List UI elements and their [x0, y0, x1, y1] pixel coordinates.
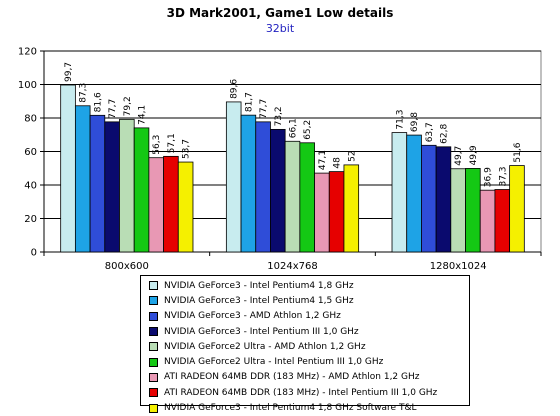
data-label: 71,3 — [395, 110, 405, 130]
bar — [119, 118, 135, 253]
x-tick-label: 1280x1024 — [430, 261, 487, 272]
data-label: 47,1 — [318, 150, 328, 170]
bar — [163, 155, 179, 253]
y-tick-label: 100 — [18, 80, 37, 91]
legend-label: NVIDIA GeForce2 Ultra - Intel Pentium II… — [164, 357, 384, 368]
data-label: 65,2 — [303, 120, 313, 140]
data-label: 81,7 — [244, 92, 254, 112]
legend-label: NVIDIA GeForce2 Ultra - AMD Athlon 1,2 G… — [164, 341, 366, 352]
legend-item: NVIDIA GeForce3 - AMD Athlon 1,2 GHz — [149, 309, 469, 324]
bar — [240, 114, 257, 253]
y-tick-label: 120 — [18, 47, 37, 58]
bar — [225, 101, 242, 253]
legend-swatch — [149, 357, 158, 367]
data-label: 53,7 — [182, 139, 192, 159]
data-label: 57,1 — [167, 133, 177, 153]
chart-subtitle: 32bit — [265, 22, 295, 35]
data-label: 99,7 — [64, 62, 74, 82]
x-tick-label: 1024x768 — [267, 261, 317, 272]
bar — [89, 114, 106, 253]
legend-item: ATI RADEON 64MB DDR (183 MHz) - Intel Pe… — [149, 385, 469, 400]
bar — [465, 168, 481, 253]
bar — [328, 171, 345, 253]
bar — [509, 165, 525, 253]
legend-label: NVIDIA GeForce3 - AMD Athlon 1,2 GHz — [164, 311, 341, 322]
legend-label: NVIDIA GeForce3 - Intel Pentium4 1,8 GHz… — [164, 403, 417, 414]
bar — [406, 134, 422, 253]
legend-item: NVIDIA GeForce3 - Intel Pentium4 1,8 GHz… — [149, 400, 469, 415]
data-label: 77,7 — [108, 99, 118, 119]
legend-swatch — [149, 372, 158, 382]
chart-title: 3D Mark2001, Game1 Low details — [166, 6, 394, 20]
legend-item: NVIDIA GeForce2 Ultra - Intel Pentium II… — [149, 354, 469, 369]
data-label: 62,8 — [439, 123, 449, 143]
bar — [494, 189, 511, 253]
data-label: 66,1 — [289, 118, 299, 138]
bar — [450, 168, 466, 253]
legend-swatch — [149, 342, 158, 352]
data-label: 87,3 — [79, 83, 89, 103]
legend-swatch — [149, 327, 158, 337]
legend-label: NVIDIA GeForce3 - Intel Pentium4 1,8 GHz — [164, 280, 354, 291]
bar — [421, 144, 437, 253]
legend-item: NVIDIA GeForce3 - Intel Pentium4 1,5 GHz — [149, 293, 469, 308]
bar — [74, 105, 91, 253]
legend: NVIDIA GeForce3 - Intel Pentium4 1,8 GHz… — [140, 275, 470, 413]
data-label: 79,2 — [123, 96, 133, 116]
bar — [391, 132, 408, 253]
data-label: 37,3 — [498, 166, 508, 186]
x-tick-label: 800x600 — [105, 261, 149, 272]
y-tick-label: 60 — [24, 147, 37, 158]
data-label: 36,9 — [484, 167, 494, 187]
legend-label: NVIDIA GeForce3 - Intel Pentium III 1,0 … — [164, 326, 359, 337]
bar — [148, 157, 164, 253]
bar — [343, 164, 360, 253]
y-tick-label: 0 — [31, 248, 37, 259]
y-tick-label: 40 — [24, 181, 37, 192]
bar — [133, 127, 150, 253]
data-label: 49,7 — [454, 146, 464, 166]
data-label: 51,6 — [513, 142, 523, 162]
data-label: 49,9 — [469, 145, 479, 165]
bar — [177, 161, 194, 253]
legend-swatch — [149, 311, 158, 321]
legend-item: NVIDIA GeForce3 - Intel Pentium III 1,0 … — [149, 324, 469, 339]
bar — [314, 172, 330, 253]
legend-item: NVIDIA GeForce2 Ultra - AMD Athlon 1,2 G… — [149, 339, 469, 354]
data-label: 81,6 — [93, 92, 103, 112]
bar — [299, 142, 315, 253]
data-label: 48 — [333, 157, 343, 169]
y-tick-label: 80 — [24, 114, 37, 125]
bar — [255, 121, 271, 253]
data-label: 89,6 — [230, 79, 240, 99]
bar — [104, 121, 120, 253]
legend-label: NVIDIA GeForce3 - Intel Pentium4 1,5 GHz — [164, 295, 354, 306]
bar — [270, 128, 286, 253]
bar — [284, 140, 301, 253]
legend-swatch — [149, 388, 158, 398]
data-label: 63,7 — [425, 122, 435, 142]
legend-swatch — [149, 296, 158, 306]
legend-item: ATI RADEON 64MB DDR (183 MHz) - AMD Athl… — [149, 370, 469, 385]
legend-label: ATI RADEON 64MB DDR (183 MHz) - Intel Pe… — [164, 387, 438, 398]
legend-swatch — [149, 281, 158, 291]
legend-swatch — [149, 403, 158, 413]
y-tick-label: 20 — [24, 214, 37, 225]
data-label: 69,8 — [410, 112, 420, 132]
legend-item: NVIDIA GeForce3 - Intel Pentium4 1,8 GHz — [149, 278, 469, 293]
bar — [479, 189, 496, 253]
data-label: 77,7 — [259, 99, 269, 119]
data-label: 74,1 — [138, 105, 148, 125]
data-label: 52 — [347, 150, 357, 161]
bar — [435, 146, 452, 253]
legend-label: ATI RADEON 64MB DDR (183 MHz) - AMD Athl… — [164, 372, 420, 383]
bar — [60, 84, 76, 253]
data-label: 56,3 — [152, 135, 162, 155]
data-label: 73,2 — [274, 106, 284, 126]
